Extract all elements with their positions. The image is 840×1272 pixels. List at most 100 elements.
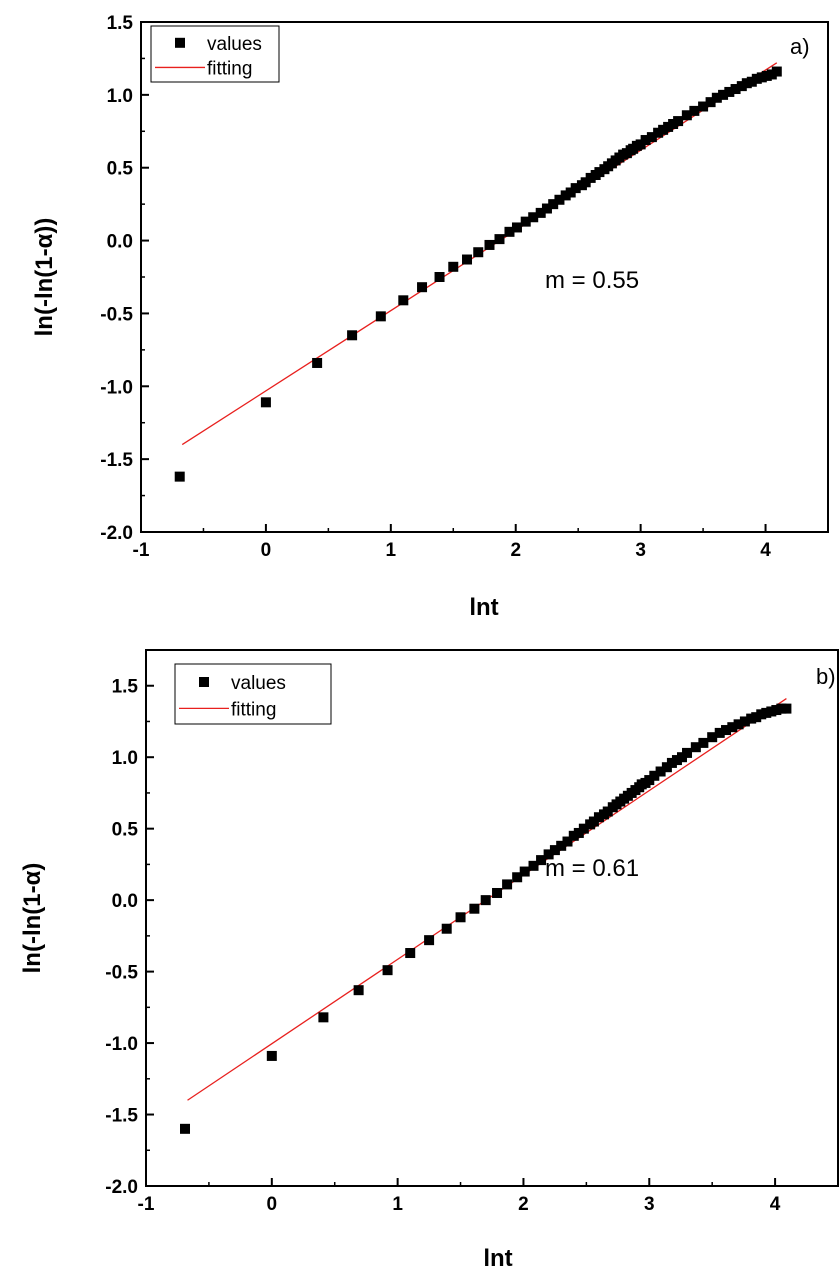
data-point — [382, 965, 393, 976]
x-tick-label: 0 — [267, 1194, 278, 1215]
data-point — [707, 732, 718, 743]
x-tick-label: -1 — [138, 1194, 155, 1215]
data-point — [681, 110, 692, 121]
data-point — [473, 247, 484, 258]
data-point — [554, 194, 565, 205]
data-point — [751, 712, 762, 723]
data-point — [646, 132, 657, 143]
legend-marker-values — [199, 677, 209, 687]
data-point — [673, 116, 684, 127]
data-point — [353, 985, 364, 996]
x-tick-label: 4 — [770, 1194, 781, 1215]
data-point — [520, 216, 531, 227]
legend-box — [150, 25, 280, 83]
data-point — [671, 755, 682, 766]
data-point — [180, 1123, 191, 1134]
data-point — [536, 855, 547, 866]
data-point — [441, 923, 452, 934]
y-tick-label: 1.5 — [112, 677, 139, 698]
data-point — [711, 92, 722, 103]
y-tick-label: 0.0 — [107, 232, 133, 253]
data-point — [661, 762, 672, 773]
data-point — [573, 827, 584, 838]
y-tick-label: -1.0 — [105, 1034, 138, 1055]
data-point — [375, 311, 386, 322]
data-point — [644, 775, 655, 786]
x-tick-label: 3 — [635, 540, 646, 561]
data-point — [739, 716, 750, 727]
panel-label: a) — [790, 34, 810, 59]
data-point — [528, 860, 539, 871]
legend: values fitting — [174, 663, 332, 725]
y-tick-label: -2.0 — [105, 1177, 138, 1198]
x-tick-label: 2 — [518, 1194, 529, 1215]
data-point — [730, 84, 741, 95]
data-point — [469, 903, 480, 914]
y-tick-label: 0.5 — [107, 159, 134, 180]
data-point — [562, 836, 573, 847]
data-point — [492, 887, 503, 898]
data-point — [705, 97, 716, 108]
data-point — [568, 830, 579, 841]
data-point — [455, 912, 466, 923]
data-point — [718, 89, 729, 100]
data-point — [570, 183, 581, 194]
x-tick-label: 4 — [760, 540, 771, 561]
data-point — [689, 105, 700, 116]
y-tick-label: -1.5 — [105, 1106, 138, 1127]
x-tick-label: 1 — [392, 1194, 403, 1215]
data-point — [528, 212, 539, 223]
data-point — [756, 709, 767, 720]
legend-label-fitting: fitting — [231, 699, 276, 720]
data-point — [578, 823, 589, 834]
data-point — [640, 135, 651, 146]
chart-panel-2: -1 0 1 2 3 4 -2.0 -1.5 -1.0 -0.5 0.0 0.5 1.0 1.5 lnt ln… — [19, 649, 839, 1272]
data-point — [434, 272, 445, 282]
data-point — [484, 239, 495, 250]
data-point — [776, 703, 787, 714]
data-point — [480, 895, 491, 906]
data-point — [519, 866, 530, 877]
slope-annotation: m = 0.55 — [545, 267, 639, 294]
y-tick-label: 1.0 — [107, 86, 133, 107]
chart-panel-1: -1 0 1 2 3 4 -2.0 -1.5 -1.0 -0.5 0.0 0.5 1.0 1.5 lnt ln… — [31, 13, 829, 621]
x-tick-label: 0 — [261, 540, 272, 561]
legend-label-values: values — [231, 673, 286, 694]
data-point — [462, 254, 473, 265]
data-point — [698, 737, 709, 748]
data-point — [511, 222, 522, 233]
data-point — [556, 840, 567, 851]
legend-label-fitting: fitting — [207, 58, 252, 79]
data-point — [781, 703, 792, 714]
legend: values fitting — [150, 25, 280, 83]
data-point — [698, 101, 709, 112]
data-point — [649, 770, 660, 781]
y-tick-label: -1.5 — [100, 450, 133, 471]
data-point — [655, 766, 666, 777]
data-point — [724, 86, 735, 97]
data-point — [398, 295, 409, 306]
slope-annotation: m = 0.61 — [545, 855, 639, 882]
x-tick-label: 1 — [386, 540, 397, 561]
plot-frame — [145, 649, 839, 1187]
x-tick-label: 2 — [510, 540, 521, 561]
x-axis-title: lnt — [483, 1245, 512, 1272]
y-tick-label: -0.5 — [105, 963, 138, 984]
y-tick-label: -2.0 — [100, 523, 133, 544]
data-point — [318, 1012, 329, 1023]
y-tick-label: -0.5 — [100, 304, 133, 325]
data-point — [733, 719, 744, 730]
data-point — [347, 330, 358, 341]
data-point — [174, 471, 185, 482]
x-tick-label: -1 — [133, 540, 150, 561]
data-point — [424, 935, 435, 946]
data-point — [504, 226, 515, 237]
data-point — [260, 397, 271, 408]
data-point — [771, 705, 782, 716]
data-point — [417, 282, 428, 293]
y-axis-title: ln(-ln(1-α) — [19, 863, 46, 974]
y-tick-label: 0.5 — [112, 820, 139, 841]
data-point — [666, 757, 677, 768]
data-point — [602, 806, 613, 817]
